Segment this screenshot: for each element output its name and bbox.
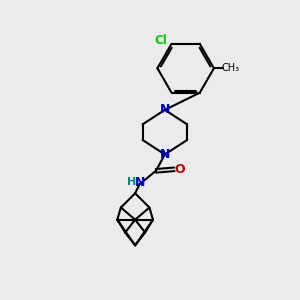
Text: N: N [160, 103, 170, 116]
Text: H: H [127, 177, 136, 187]
Text: N: N [134, 176, 145, 189]
Text: CH₃: CH₃ [221, 63, 239, 73]
Text: Cl: Cl [155, 34, 167, 47]
Text: O: O [174, 163, 185, 176]
Text: N: N [160, 148, 170, 161]
